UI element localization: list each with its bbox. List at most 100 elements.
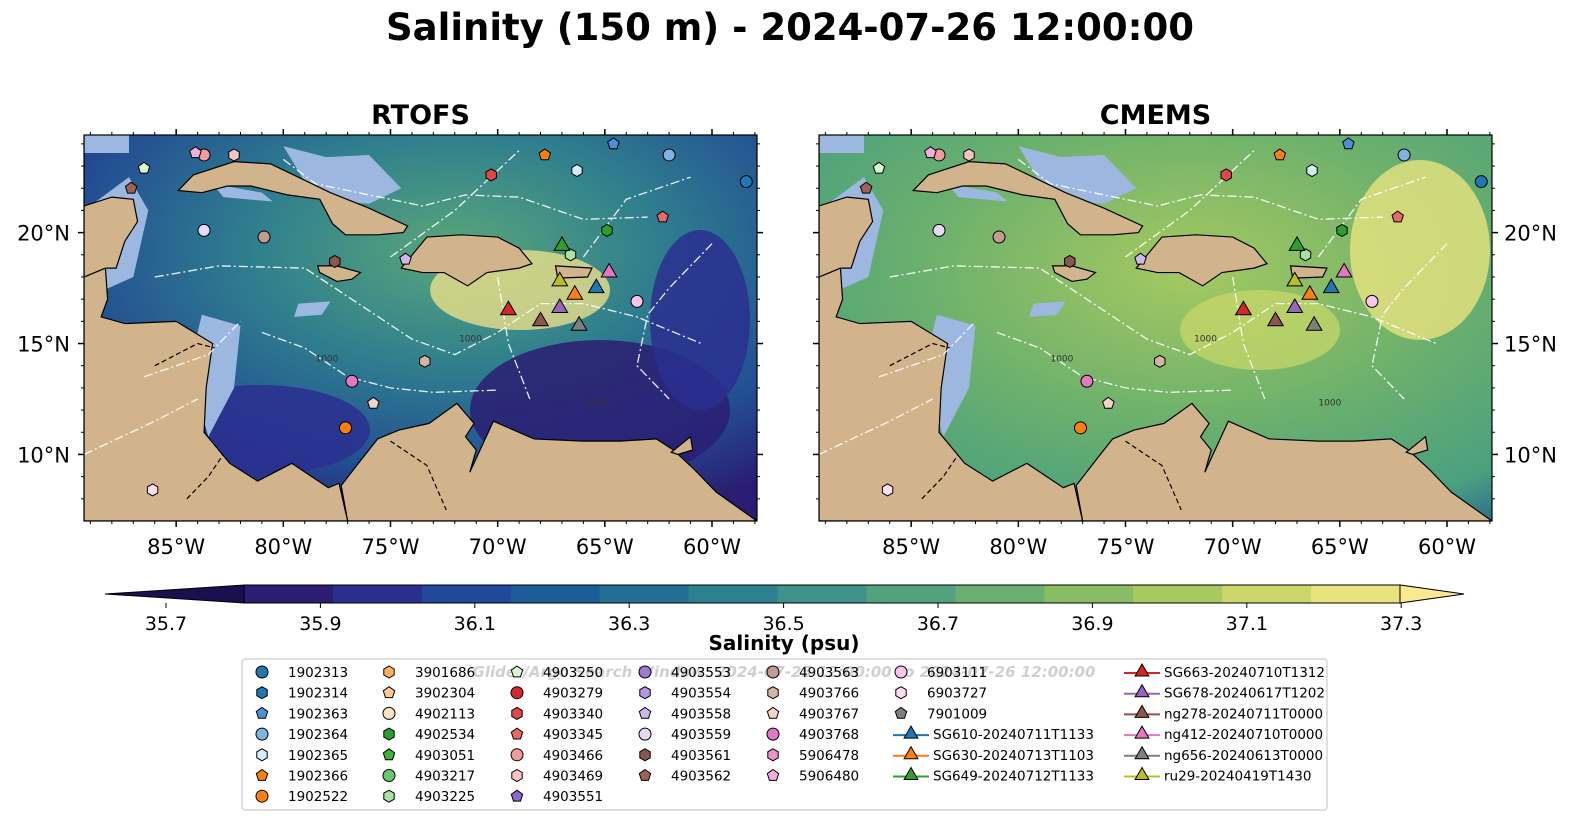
cmems-marker-4903563	[992, 230, 1006, 244]
search-window-watermark: Glider/Argo Search Window: 2024-07-25 12…	[473, 663, 1096, 681]
legend-label-6903727: 6903727	[927, 686, 987, 702]
rtofs-marker-6903727	[146, 483, 159, 497]
cmems-land-puertoRico	[1289, 265, 1328, 279]
cmems-lon-label: 70°W	[1204, 535, 1262, 559]
rtofs-land-southAmerica	[340, 402, 757, 521]
legend-label-sg630-20240713t1103: SG630-20240713T1103	[933, 748, 1094, 764]
rtofs-boundary-5	[143, 320, 241, 378]
cmems-marker-sg678-20240617t1202	[1286, 298, 1304, 313]
legend-label-1902364: 1902364	[288, 727, 348, 743]
cmems-map: 1000 1000 1000	[819, 135, 1492, 521]
rtofs-lat-label: 10°N	[17, 443, 70, 467]
colorbar-segment	[244, 585, 334, 603]
rtofs-marker-4903250	[137, 161, 151, 174]
colorbar-tick-label: 36.5	[762, 613, 804, 635]
legend-label-sg649-20240712t1133: SG649-20240712T1133	[933, 769, 1094, 785]
cmems-marker-4903250	[872, 161, 886, 174]
legend-label-ng412-20240710t0000: ng412-20240710T0000	[1164, 727, 1323, 743]
rtofs-marker-sg649-20240712t1133	[553, 235, 571, 251]
legend-label-4903345: 4903345	[543, 727, 603, 743]
cmems-lon-label: 80°W	[989, 535, 1047, 559]
rtofs-marker-4903469	[228, 148, 240, 162]
rtofs-land-hispaniola	[400, 234, 533, 287]
cmems-marker-4903767	[1102, 396, 1115, 409]
legend-marker-4903562	[638, 768, 652, 781]
rtofs-shelf-4	[294, 301, 331, 317]
colorbar-tick-label: 37.3	[1380, 613, 1422, 635]
legend-label-ng278-20240711t0000: ng278-20240711T0000	[1164, 706, 1323, 722]
rtofs-lon-label: 70°W	[469, 535, 527, 559]
legend-label-4903551: 4903551	[543, 789, 603, 805]
cmems-marker-1902522	[1073, 421, 1087, 435]
legend-marker-4903051	[382, 748, 396, 761]
rtofs-marker-4903340	[485, 168, 497, 182]
legend-marker-4903559	[638, 727, 652, 741]
rtofs-marker-4902534	[601, 223, 613, 237]
colorbar-frame	[243, 584, 1401, 604]
legend-marker-ng656-20240613t0000	[1134, 745, 1150, 760]
legend-marker-sg678-20240617t1202	[1134, 683, 1150, 698]
legend-marker-6903111	[894, 665, 908, 679]
colorbar-segment	[1311, 585, 1401, 603]
legend-marker-sg649-20240712t1133	[903, 766, 919, 780]
legend-marker-1902313	[255, 665, 269, 679]
rtofs-marker-1902365	[571, 163, 583, 178]
legend-label-4903217: 4903217	[415, 769, 475, 785]
colorbar: 35.7 35.9 36.1 36.3 36.5 36.7 36.9 37.1 37.3 Sal…	[104, 584, 1465, 655]
rtofs-frame	[83, 134, 758, 522]
legend-label-1902313: 1902313	[288, 665, 348, 681]
legend-label-4903766: 4903766	[799, 686, 859, 702]
rtofs-marker-4903562	[124, 181, 138, 194]
cmems-marker-1902365	[1306, 163, 1318, 178]
rtofs-marker-4903768	[345, 374, 359, 388]
cmems-marker-4903766	[1154, 354, 1166, 368]
rtofs-marker-4903766	[419, 354, 431, 368]
legend-label-4903559: 4903559	[671, 727, 731, 743]
legend-marker-4903558	[638, 706, 652, 719]
legend-marker-sg663-20240710t1312	[1134, 662, 1150, 677]
cmems-land-hispaniola	[1135, 234, 1268, 287]
rtofs-marker-4903561	[329, 254, 341, 268]
rtofs-boundary-1	[261, 331, 498, 393]
rtofs-border-0	[186, 454, 224, 500]
cmems-marker-1902366	[1273, 148, 1287, 161]
legend-marker-1902522	[255, 789, 269, 803]
legend-label-1902366: 1902366	[288, 769, 348, 785]
legend-label-ng656-20240613t0000: ng656-20240613T0000	[1164, 748, 1323, 764]
rtofs-boundary-2	[282, 158, 648, 220]
cmems-lon-label: 65°W	[1311, 535, 1369, 559]
figure-title: Salinity (150 m) - 2024-07-26 12:00:00	[386, 6, 1194, 49]
legend-label-4903469: 4903469	[543, 769, 603, 785]
rtofs-marker-ng412-20240710t0000	[600, 262, 618, 278]
rtofs-land-yucatan	[84, 196, 139, 278]
rtofs-land-puertoRico	[554, 265, 593, 279]
cmems-marker-ng656-20240613t0000	[1305, 315, 1323, 331]
rtofs-panel-title: RTOFS	[371, 100, 470, 131]
colorbar-segment	[421, 585, 512, 603]
rtofs-lon-label: 75°W	[361, 535, 419, 559]
legend-label-4903553: 4903553	[671, 665, 731, 681]
rtofs-boundary-8	[497, 276, 531, 400]
rtofs-shelf-3	[212, 183, 273, 202]
cmems-boundary-7	[819, 398, 933, 456]
legend-marker-3902304	[382, 686, 396, 699]
colorbar-tick-label: 36.9	[1071, 613, 1113, 635]
legend-marker-4902113	[382, 706, 396, 720]
legend-marker-4903340	[511, 706, 523, 720]
rtofs-land-centralAmerica	[84, 135, 349, 521]
rtofs-land-trinidad	[670, 435, 694, 456]
cmems-boundary-2	[1017, 158, 1383, 220]
legend-marker-4903217	[382, 769, 396, 782]
cmems-contour-label: 1000	[1318, 399, 1341, 409]
legend-marker-4903553	[638, 665, 652, 679]
cmems-bahamas-shelf	[819, 135, 864, 153]
cmems-marker-4903340	[1220, 168, 1232, 182]
cmems-marker-ru29-20240419t1430	[1286, 271, 1304, 287]
legend-label-3902304: 3902304	[415, 686, 475, 702]
cmems-boundary-1	[996, 331, 1233, 393]
cmems-boundary-6	[1371, 243, 1448, 400]
rtofs-marker-ng278-20240711t0000	[531, 311, 550, 327]
legend-label-1902363: 1902363	[288, 706, 348, 722]
rtofs-lon-label: 85°W	[147, 535, 205, 559]
rtofs-marker-4903767	[367, 396, 380, 409]
